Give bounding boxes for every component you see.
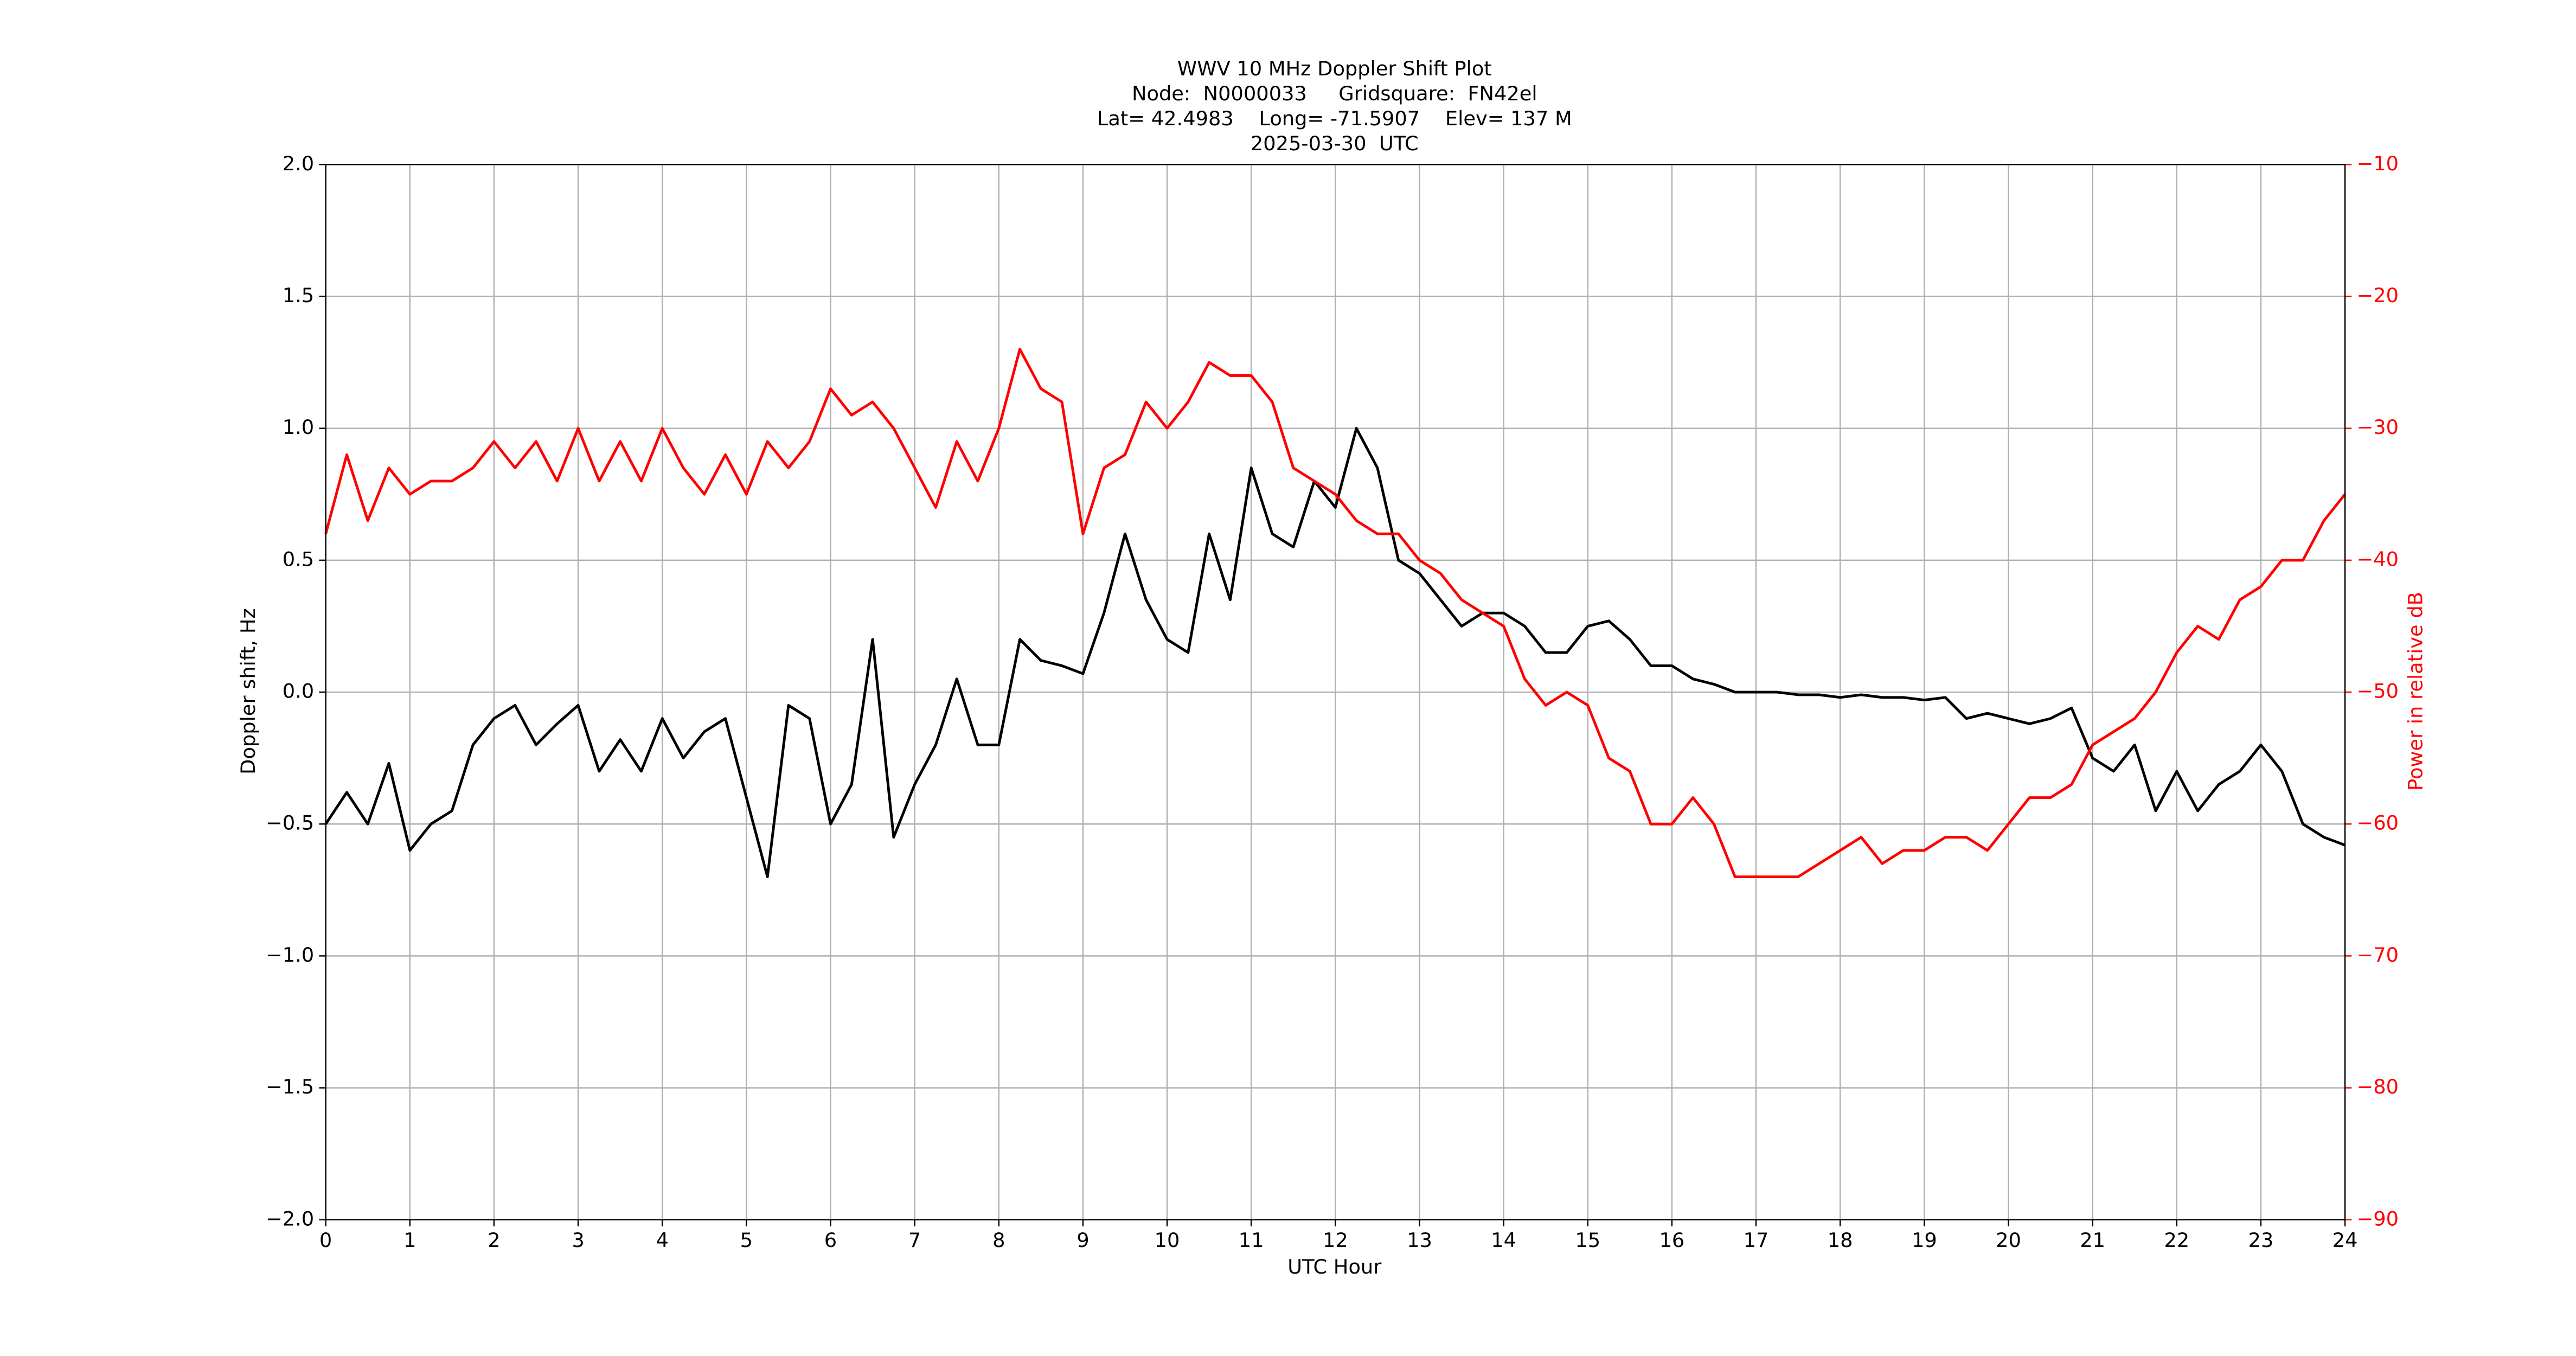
chart-title: WWV 10 MHz Doppler Shift Plot	[1177, 57, 1492, 80]
x-tick-label: 13	[1407, 1229, 1432, 1252]
y2-tick-label: −70	[2356, 943, 2399, 967]
x-tick-label: 24	[2333, 1229, 2358, 1252]
plot-frame	[325, 164, 2346, 1220]
y2-tick-label: −50	[2356, 680, 2399, 703]
x-tick-label: 11	[1239, 1229, 1264, 1252]
x-tick-label: 7	[908, 1229, 921, 1252]
x-tick-label: 20	[1996, 1229, 2021, 1252]
x-tick-label: 5	[740, 1229, 753, 1252]
y-tick-label: 2.0	[283, 152, 314, 175]
x-tick-label: 2	[488, 1229, 500, 1252]
x-tick-label: 0	[319, 1229, 332, 1252]
y2-tick-label: −40	[2356, 547, 2399, 571]
y-tick-label: −2.0	[266, 1207, 314, 1230]
x-tick-label: 8	[992, 1229, 1005, 1252]
x-tick-label: 4	[656, 1229, 669, 1252]
y2-axis-label: Power in relative dB	[2404, 592, 2427, 791]
x-tick-label: 15	[1575, 1229, 1600, 1252]
x-tick-label: 9	[1076, 1229, 1089, 1252]
x-tick-label: 1	[403, 1229, 416, 1252]
y-tick-label: 0.5	[283, 547, 314, 571]
x-tick-label: 6	[824, 1229, 837, 1252]
y-tick-label: 0.0	[283, 680, 314, 703]
y2-tick-label: −20	[2356, 284, 2399, 307]
chart-title: 2025-03-30 UTC	[1251, 132, 1419, 155]
y-tick-label: −0.5	[266, 811, 314, 835]
data-line	[324, 348, 2346, 878]
y2-tick-label: −90	[2356, 1207, 2399, 1230]
y-tick-label: −1.5	[266, 1075, 314, 1098]
y2-tick-label: −30	[2356, 415, 2399, 439]
x-tick-label: 16	[1659, 1229, 1685, 1252]
y-tick-label: 1.5	[283, 284, 314, 307]
x-tick-label: 14	[1491, 1229, 1516, 1252]
x-tick-label: 10	[1155, 1229, 1180, 1252]
data-line	[324, 427, 2346, 878]
y-tick-label: 1.0	[283, 415, 314, 439]
x-tick-label: 21	[2080, 1229, 2105, 1252]
x-tick-label: 12	[1323, 1229, 1348, 1252]
x-tick-label: 19	[1912, 1229, 1937, 1252]
y-axis-label: Doppler shift, Hz	[236, 608, 260, 775]
chart-title: Node: N0000033 Gridsquare: FN42el	[1132, 82, 1537, 105]
y-tick-label: −1.0	[266, 943, 314, 967]
x-tick-label: 3	[572, 1229, 584, 1252]
x-tick-label: 17	[1744, 1229, 1769, 1252]
x-tick-label: 22	[2164, 1229, 2189, 1252]
x-tick-label: 18	[1828, 1229, 1853, 1252]
y2-tick-label: −80	[2356, 1075, 2399, 1098]
y2-tick-label: −60	[2356, 811, 2399, 835]
x-tick-label: 23	[2248, 1229, 2274, 1252]
x-axis-label: UTC Hour	[1287, 1255, 1382, 1278]
y2-tick-label: −10	[2356, 152, 2399, 175]
chart-title: Lat= 42.4983 Long= -71.5907 Elev= 137 M	[1097, 107, 1572, 130]
